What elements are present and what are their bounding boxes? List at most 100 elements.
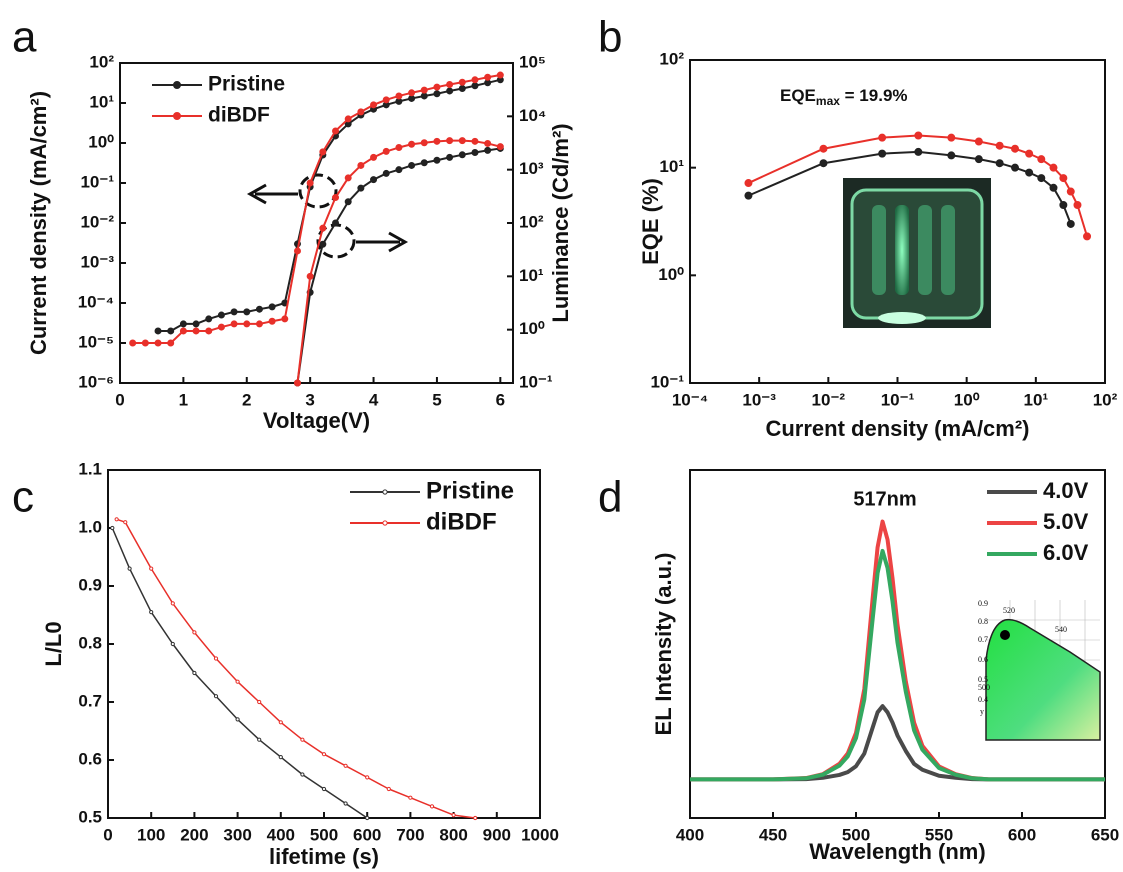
legend-label: diBDF xyxy=(426,508,497,535)
x-tick-label: 2 xyxy=(242,390,251,409)
panel-letter: a xyxy=(12,13,37,62)
data-point xyxy=(141,339,149,347)
data-point xyxy=(395,92,403,100)
data-point xyxy=(878,149,887,158)
data-point xyxy=(321,752,327,757)
y-tick-label: 10⁻⁶ xyxy=(78,372,114,391)
data-point xyxy=(446,87,454,95)
x-tick-label: 4 xyxy=(369,390,379,409)
y2-tick-label: 10⁻¹ xyxy=(519,372,553,391)
data-point xyxy=(192,670,197,676)
data-point xyxy=(217,311,225,319)
legend-marker xyxy=(382,520,388,526)
data-point xyxy=(471,137,479,145)
data-point xyxy=(382,96,390,104)
data-point xyxy=(306,272,314,280)
y-tick-label: 10² xyxy=(659,49,684,68)
legend-label: diBDF xyxy=(208,104,270,127)
annotation-part: = 19.9% xyxy=(840,86,908,105)
data-point xyxy=(127,566,132,571)
x-tick-label: 10⁻⁴ xyxy=(672,390,708,409)
x-axis-label: Wavelength (nm) xyxy=(809,839,985,864)
data-point xyxy=(433,156,441,164)
legend-label: Pristine xyxy=(208,73,285,96)
data-point xyxy=(217,323,225,331)
data-point xyxy=(878,133,887,142)
y2-tick-label: 10⁴ xyxy=(519,106,546,125)
data-point xyxy=(293,247,301,255)
data-point xyxy=(344,174,352,182)
y-tick-label: 10² xyxy=(89,52,114,71)
data-point xyxy=(408,140,416,148)
x-tick-label: 800 xyxy=(439,825,467,844)
data-point xyxy=(293,379,301,387)
data-point xyxy=(458,78,466,86)
y-tick-label: 10⁰ xyxy=(658,265,684,284)
x-axis-label: lifetime (s) xyxy=(269,844,379,869)
x-axis-label: Voltage(V) xyxy=(263,408,370,433)
data-point xyxy=(1025,149,1034,158)
inset-label: 0.6 xyxy=(978,655,988,664)
data-point xyxy=(420,139,428,147)
data-point xyxy=(281,315,289,323)
x-tick-label: 300 xyxy=(223,825,251,844)
y-tick-label: 10⁻¹ xyxy=(80,172,114,191)
inset-label: 520 xyxy=(1003,606,1015,615)
legend-label: 6.0V xyxy=(1043,540,1089,565)
data-point xyxy=(1011,144,1020,153)
data-point xyxy=(268,303,276,311)
x-tick-label: 100 xyxy=(137,825,165,844)
data-point xyxy=(1049,183,1058,192)
data-point xyxy=(1037,174,1046,183)
panel-letter: b xyxy=(598,13,622,62)
inset-label: 540 xyxy=(1055,625,1067,634)
data-point xyxy=(1066,187,1075,196)
data-point xyxy=(744,179,753,188)
x-tick-label: 450 xyxy=(759,825,787,844)
data-point xyxy=(496,71,504,79)
data-point xyxy=(408,94,416,102)
data-point xyxy=(382,169,390,177)
x-tick-label: 10⁻³ xyxy=(742,390,776,409)
x-tick-label: 400 xyxy=(267,825,295,844)
data-point xyxy=(370,176,378,184)
data-point xyxy=(306,179,314,187)
data-point xyxy=(192,327,200,335)
y-tick-label: 10⁻¹ xyxy=(650,372,684,391)
data-point xyxy=(357,161,365,169)
x-tick-label: 550 xyxy=(925,825,953,844)
data-point xyxy=(370,153,378,161)
data-point xyxy=(300,737,305,742)
y2-tick-label: 10³ xyxy=(519,159,544,178)
data-point xyxy=(458,137,466,145)
x-tick-label: 5 xyxy=(432,390,441,409)
panel-letter: d xyxy=(598,473,622,522)
y2-axis-label: Luminance (Cd/m²) xyxy=(548,123,573,322)
data-point xyxy=(1083,232,1092,241)
data-point xyxy=(1059,174,1068,183)
device-photo xyxy=(843,178,991,328)
data-point xyxy=(365,815,370,821)
x-tick-label: 10⁻¹ xyxy=(881,390,915,409)
y-tick-label: 0.8 xyxy=(78,633,102,652)
series-line xyxy=(158,78,501,332)
data-point xyxy=(154,339,162,347)
data-point xyxy=(319,240,327,248)
data-point xyxy=(278,755,283,760)
x-tick-label: 10⁻² xyxy=(812,390,846,409)
x-tick-label: 10⁰ xyxy=(954,390,980,409)
x-tick-label: 700 xyxy=(396,825,424,844)
data-point xyxy=(321,786,327,792)
data-point xyxy=(235,679,240,684)
plot-frame xyxy=(689,469,1106,819)
x-tick-label: 200 xyxy=(180,825,208,844)
data-point xyxy=(243,308,251,316)
x-tick-label: 0 xyxy=(103,825,112,844)
data-point xyxy=(110,525,115,531)
data-point xyxy=(420,159,428,167)
y-tick-label: 0.5 xyxy=(78,807,102,826)
y-tick-label: 10⁰ xyxy=(88,132,114,151)
data-point xyxy=(433,137,441,145)
data-point xyxy=(167,339,175,347)
